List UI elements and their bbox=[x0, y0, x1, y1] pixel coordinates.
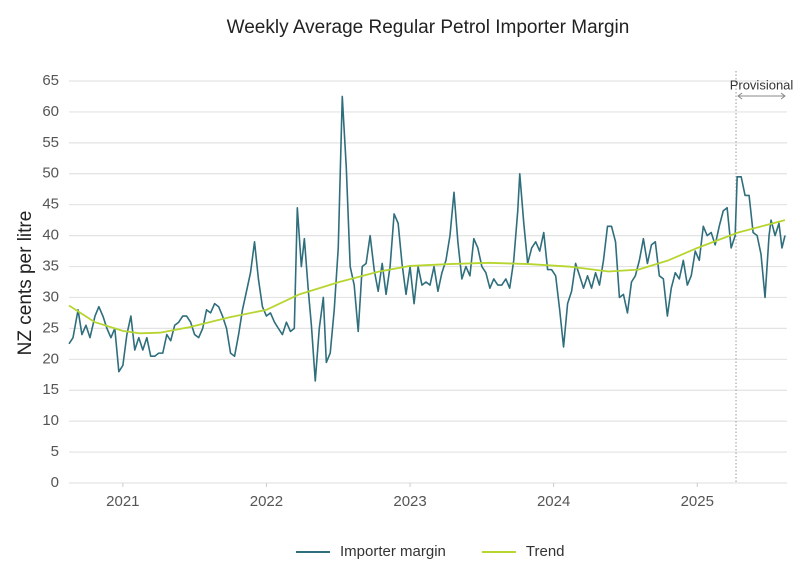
chart-title: Weekly Average Regular Petrol Importer M… bbox=[227, 17, 630, 38]
y-tick-label: 5 bbox=[51, 443, 59, 460]
annotation: Provisional bbox=[730, 77, 794, 92]
y-tick-label: 30 bbox=[42, 288, 59, 305]
series-line bbox=[68, 219, 786, 335]
y-tick-label: 15 bbox=[42, 381, 59, 398]
legend-label: Importer margin bbox=[340, 543, 446, 560]
y-tick-label: 25 bbox=[42, 319, 59, 336]
y-tick-label: 0 bbox=[51, 474, 59, 491]
x-tick-label: 2023 bbox=[393, 493, 426, 510]
x-tick-label: 2022 bbox=[250, 493, 283, 510]
legend-label: Trend bbox=[526, 543, 565, 560]
x-tick-label: 2021 bbox=[106, 493, 139, 510]
y-tick-label: 50 bbox=[42, 165, 59, 182]
y-tick-label: 65 bbox=[42, 72, 59, 89]
y-tick-label: 20 bbox=[42, 350, 59, 367]
y-tick-label: 35 bbox=[42, 258, 59, 275]
y-tick-label: 45 bbox=[42, 196, 59, 213]
y-tick-label: 40 bbox=[42, 227, 59, 244]
arrow-head bbox=[737, 92, 786, 100]
y-tick-label: 60 bbox=[42, 103, 59, 120]
y-tick-label: 10 bbox=[42, 412, 59, 429]
x-tick-label: 2024 bbox=[537, 493, 570, 510]
y-axis-label: NZ cents per litre bbox=[15, 211, 36, 356]
y-tick-label: 55 bbox=[42, 134, 59, 151]
series-line bbox=[68, 95, 786, 382]
x-tick-label: 2025 bbox=[681, 493, 714, 510]
